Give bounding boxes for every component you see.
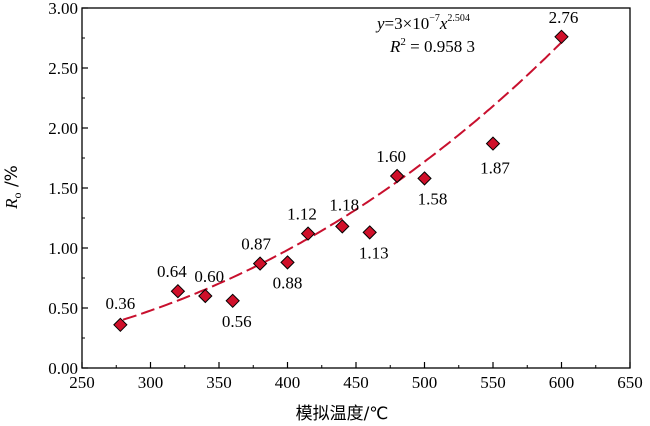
data-point	[554, 29, 569, 45]
data-point	[362, 225, 377, 240]
y-axis-ticks: 0.00 0.50 1.00 1.50 2.00 2.50 3.00	[48, 0, 88, 378]
y-tick-label: 0.50	[48, 299, 78, 318]
x-axis-ticks: 250 300 350 400 450 500 550 600 650	[69, 362, 643, 392]
y-tick-label: 0.00	[48, 359, 78, 378]
y-tick-label: 2.50	[48, 59, 78, 78]
data-label: 1.13	[359, 243, 389, 262]
data-label: 0.56	[222, 312, 252, 331]
x-tick-label: 550	[480, 373, 506, 392]
data-points	[113, 29, 569, 333]
data-point	[198, 288, 213, 304]
y-tick-label: 1.00	[48, 239, 78, 258]
data-point	[252, 256, 268, 271]
data-label: 0.88	[273, 273, 303, 292]
data-point	[170, 283, 186, 299]
x-tick-label: 350	[206, 373, 232, 392]
data-label: 0.64	[157, 262, 187, 281]
data-point	[113, 317, 128, 333]
axes	[81, 7, 631, 369]
y-axis-title: Ro /%	[2, 165, 24, 210]
x-tick-label: 600	[549, 373, 575, 392]
data-point	[280, 255, 295, 270]
data-label: 0.36	[105, 294, 135, 313]
point-labels: 0.36 0.64 0.60 0.56 0.870.88 1.12 1.18 1.13 1.60…	[105, 8, 578, 331]
data-label: 0.87	[241, 235, 271, 254]
data-label: 0.60	[194, 267, 224, 286]
x-tick-label: 250	[69, 373, 95, 392]
r-squared: R2 = 0.958 3	[389, 36, 475, 56]
data-label: 1.18	[329, 195, 359, 214]
trendline-equation: y=3×10−7x2.504	[375, 13, 470, 33]
data-point	[417, 171, 432, 186]
x-axis-title: 模拟温度/℃	[296, 404, 389, 424]
data-point	[225, 293, 240, 309]
data-label: 1.60	[376, 147, 406, 166]
trendline	[122, 41, 563, 321]
x-tick-label: 650	[617, 373, 643, 392]
data-label: 1.87	[480, 159, 510, 178]
y-tick-label: 3.00	[48, 0, 78, 18]
x-tick-label: 300	[138, 373, 164, 392]
y-tick-label: 2.00	[48, 119, 78, 138]
data-point	[335, 219, 350, 234]
x-tick-label: 450	[343, 373, 369, 392]
x-tick-label: 400	[275, 373, 301, 392]
data-label: 1.12	[287, 205, 317, 224]
data-label: 1.58	[418, 189, 448, 208]
data-point	[389, 168, 405, 184]
x-tick-label: 500	[412, 373, 438, 392]
y-tick-label: 1.50	[48, 179, 78, 198]
data-point	[485, 136, 501, 151]
data-label: 2.76	[549, 8, 579, 27]
plot-frame	[81, 7, 631, 369]
data-point	[300, 226, 316, 241]
